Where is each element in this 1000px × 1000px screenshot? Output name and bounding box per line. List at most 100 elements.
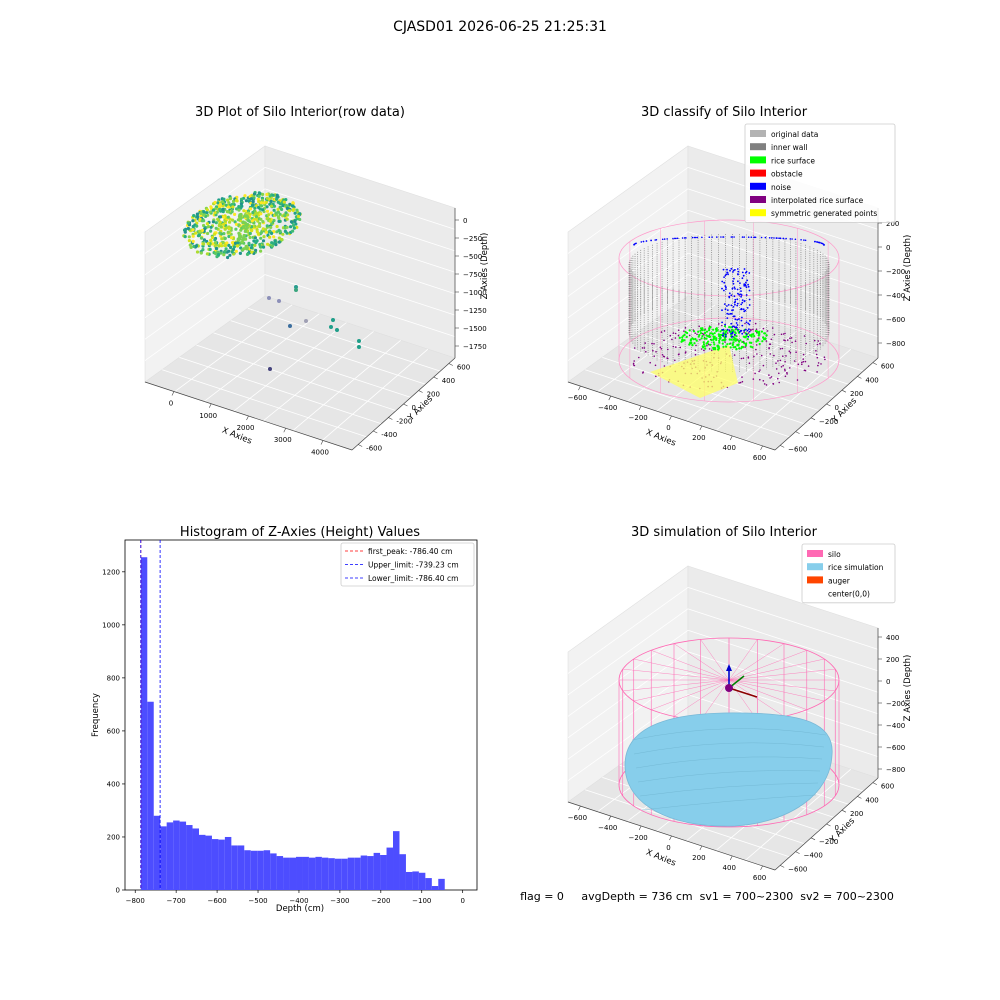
cls-interpolated-point bbox=[823, 356, 826, 359]
cls-rice-surface-point bbox=[702, 341, 705, 344]
sim-ytick bbox=[872, 782, 877, 785]
raw-data-point bbox=[257, 191, 261, 195]
cls-rice-surface-point bbox=[757, 334, 760, 337]
raw-ztick-label: 0 bbox=[463, 217, 467, 225]
raw-grid bbox=[264, 274, 456, 337]
raw-data-point bbox=[274, 211, 278, 215]
cls-noise-point bbox=[728, 313, 730, 315]
raw-data-point bbox=[205, 222, 209, 226]
cls-rice-surface-point bbox=[757, 331, 760, 334]
raw-data-point bbox=[284, 204, 289, 208]
hist-bar bbox=[276, 856, 284, 890]
cls-interpolated-point bbox=[703, 349, 705, 352]
cls-interpolated-point bbox=[742, 357, 745, 360]
raw-data-point bbox=[270, 244, 274, 248]
raw-data-point bbox=[275, 224, 279, 229]
raw-data-point bbox=[187, 235, 191, 239]
hist-bar bbox=[380, 855, 387, 890]
raw-ztick-label: −750 bbox=[463, 271, 482, 279]
cls-interpolated-point bbox=[660, 348, 663, 350]
cls-noise-point bbox=[741, 271, 744, 274]
raw-ytick bbox=[418, 390, 423, 393]
raw-data-point bbox=[191, 234, 195, 238]
hist-bar bbox=[179, 821, 187, 890]
cls-noise-point bbox=[727, 304, 730, 306]
sim-ytick bbox=[810, 837, 816, 841]
raw-data-point bbox=[272, 235, 276, 239]
raw-data-point bbox=[261, 220, 265, 224]
panel-classify: 3D classify of Silo Interior X Axies Y A… bbox=[567, 105, 913, 462]
cls-rice-surface-point bbox=[692, 338, 695, 341]
raw-xtick bbox=[208, 403, 212, 408]
raw-data-point bbox=[265, 209, 270, 213]
raw-data-point bbox=[230, 250, 234, 254]
cls-rice-surface-point bbox=[689, 339, 692, 342]
hist-xtick-label: −800 bbox=[126, 897, 145, 905]
raw-data-point bbox=[276, 215, 281, 219]
cls-legend-label: symmetric generated points bbox=[771, 209, 877, 218]
cls-rice-surface-point bbox=[718, 339, 721, 343]
cls-noise-point bbox=[729, 312, 732, 315]
cls-rice-surface-point bbox=[688, 343, 691, 346]
cls-rice-surface-point bbox=[723, 325, 727, 328]
raw-data-point bbox=[269, 225, 273, 229]
raw-data-point bbox=[295, 208, 299, 212]
cls-ytick bbox=[826, 403, 831, 407]
cls-noise-point bbox=[744, 271, 747, 274]
cls-interpolated-point bbox=[667, 348, 669, 351]
cls-interpolated-point bbox=[721, 324, 723, 327]
cls-rice-surface-point bbox=[693, 342, 696, 345]
cls-rice-surface-point bbox=[722, 345, 725, 348]
sim-grid bbox=[567, 587, 689, 674]
cls-interpolated-point bbox=[641, 347, 644, 349]
hist-ylabel: Frequency bbox=[91, 693, 101, 737]
cls-interpolated-point bbox=[644, 342, 646, 344]
cls-interpolated-point bbox=[772, 382, 774, 385]
raw-data-point bbox=[264, 200, 268, 204]
cls-xtick-label: 0 bbox=[666, 424, 670, 432]
sim-ytick bbox=[841, 809, 847, 813]
raw-data-point bbox=[269, 204, 274, 208]
cls-noise-point bbox=[741, 332, 744, 335]
cls-symmetric-region bbox=[650, 345, 738, 398]
raw-data-point bbox=[194, 244, 198, 248]
cls-interpolated-point bbox=[652, 349, 654, 352]
cls-interpolated-point bbox=[780, 333, 783, 336]
hist-bar bbox=[425, 878, 432, 890]
sim-legend-swatch bbox=[807, 563, 823, 571]
cls-rice-surface-point bbox=[710, 339, 713, 342]
cls-rice-surface-point bbox=[705, 330, 709, 333]
sim-xtick bbox=[729, 855, 733, 861]
cls-noise-point bbox=[743, 236, 745, 238]
raw-data-point bbox=[216, 201, 220, 205]
cls-interpolated-point bbox=[762, 327, 765, 330]
cls-interpolated-point bbox=[669, 334, 672, 337]
raw-data-point bbox=[260, 204, 264, 208]
sim-ytick-label: −600 bbox=[788, 865, 807, 873]
cls-interpolated-point bbox=[768, 347, 770, 350]
raw-outlier-point bbox=[294, 285, 298, 289]
raw-data-point bbox=[224, 203, 228, 207]
cls-noise-point bbox=[736, 324, 739, 326]
raw-ztick-label: −1250 bbox=[463, 307, 487, 315]
cls-noise-point bbox=[748, 323, 751, 326]
cls-grid bbox=[567, 274, 689, 361]
cls-ytick-label: 200 bbox=[850, 390, 863, 398]
cls-interpolated-point bbox=[744, 322, 746, 325]
raw-data-point bbox=[226, 215, 230, 219]
raw-data-point bbox=[200, 219, 204, 223]
cls-rice-surface-point bbox=[715, 337, 718, 340]
cls-noise-point bbox=[650, 239, 652, 242]
hist-bar bbox=[186, 825, 193, 890]
cls-rice-surface-point bbox=[749, 345, 752, 348]
cls-grid bbox=[636, 332, 834, 398]
cls-interpolated-point bbox=[802, 353, 805, 356]
hist-bar bbox=[347, 857, 355, 890]
cls-rice-surface-point bbox=[704, 347, 707, 350]
cls-rice-surface-point bbox=[703, 337, 706, 340]
raw-data-point bbox=[192, 214, 196, 218]
cls-noise-point bbox=[742, 308, 745, 311]
cls-noise-point bbox=[728, 295, 731, 298]
cls-rice-surface-point bbox=[735, 348, 738, 351]
cls-interpolated-point bbox=[758, 370, 760, 373]
